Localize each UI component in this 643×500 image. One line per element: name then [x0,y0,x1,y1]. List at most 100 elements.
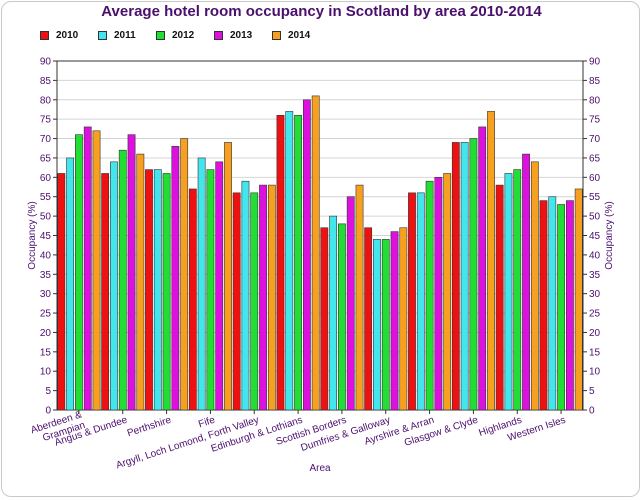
legend-swatch [272,30,281,40]
y-tick-label: 10 [40,367,52,378]
bar-2011 [197,157,206,411]
bar-2010 [320,227,329,411]
y-tick-label-right: 50 [589,212,601,223]
bar-2014 [136,153,145,411]
y-tick-label: 45 [40,231,52,242]
x-category-label-line: Fife [197,415,217,431]
legend-label: 2010 [56,29,79,41]
y-tick-label: 40 [40,250,52,261]
bar-2013 [171,146,180,411]
chart-title: Average hotel room occupancy in Scotland… [101,3,542,20]
bar-2013 [522,153,530,411]
y-tick-label-right: 60 [589,173,601,184]
bar-2013 [83,126,92,411]
legend-item-2014: 2014 [272,27,330,43]
legend-item-2013: 2013 [214,27,272,43]
y-tick-label: 20 [40,328,52,339]
chart-legend: 2010 2011 2012 2013 2014 [40,27,330,43]
bar-2014 [487,111,495,411]
bar-2014 [530,161,539,411]
bar-2012 [557,204,565,411]
bar-2014 [355,184,364,411]
y-tick-label-right: 55 [589,192,601,203]
y-tick-label-right: 40 [589,250,601,261]
bar-2010 [495,184,504,411]
bar-2010 [451,142,460,411]
y-tick-label-right: 30 [589,289,601,300]
bar-2012 [118,149,127,411]
y-tick-label-right: 25 [589,309,601,320]
bar-2011 [285,111,294,411]
bar-2012 [513,169,522,411]
bar-2010 [145,169,153,411]
bar-2013 [215,161,224,411]
bar-2012 [162,173,171,411]
x-axis-title: Area [309,463,331,474]
y-tick-label-right: 85 [589,76,601,87]
bar-2010 [188,188,197,411]
bar-2011 [460,142,469,411]
legend-label: 2011 [114,29,136,41]
bar-2014 [267,184,276,411]
bar-2012 [338,223,346,411]
y-tick-label-right: 20 [589,328,601,339]
legend-item-2012: 2012 [156,27,214,43]
bar-2011 [329,215,338,411]
y-tick-label: 75 [40,115,52,126]
bar-2010 [408,192,416,411]
y-tick-label: 50 [40,212,52,223]
y-tick-label: 85 [40,76,52,87]
y-tick-label: 15 [40,347,52,358]
y-tick-label: 30 [40,289,52,300]
y-tick-label-right: 80 [589,95,601,106]
bar-2013 [346,196,355,411]
bar-2011 [548,196,557,411]
bar-2014 [311,95,320,411]
y-tick-label: 80 [40,95,52,106]
y-tick-label-right: 70 [589,134,601,145]
y-tick-label-right: 15 [589,347,601,358]
bar-2014 [443,173,452,411]
legend-label: 2013 [230,29,253,41]
y-axis-title-right: Occupancy (%) [604,201,615,269]
bar-2010 [232,192,241,411]
bar-2011 [416,192,425,411]
bar-2012 [425,180,434,411]
bar-2012 [206,169,215,411]
bar-2013 [127,134,136,411]
bar-2014 [399,227,408,411]
y-tick-label-right: 0 [589,406,595,417]
legend-swatch [40,30,49,40]
bar-2011 [110,161,118,411]
y-axis-title: Occupancy (%) [27,201,38,269]
y-tick-label: 60 [40,173,52,184]
y-tick-label: 5 [45,386,51,397]
bar-2010 [539,200,548,411]
legend-label: 2014 [288,29,311,41]
bar-2014 [92,130,101,411]
y-tick-label-right: 10 [589,367,601,378]
y-tick-label-right: 35 [589,270,601,281]
legend-label: 2012 [172,29,195,41]
bar-2013 [565,200,574,411]
y-tick-label: 90 [40,57,52,68]
bar-2013 [259,184,267,411]
y-tick-label-right: 65 [589,153,601,164]
bar-2010 [364,227,373,411]
bar-2012 [294,114,302,411]
x-category-label: Perthshire [126,415,173,440]
y-tick-label: 0 [45,406,51,417]
bar-2010 [57,173,66,411]
y-tick-label: 25 [40,309,52,320]
bar-2012 [250,192,259,411]
y-tick-label-right: 75 [589,115,601,126]
y-tick-label: 70 [40,134,52,145]
legend-swatch [98,30,107,40]
bar-2012 [75,134,83,411]
y-tick-label-right: 90 [589,57,601,68]
x-category-label-line: Perthshire [126,415,173,440]
bar-2013 [434,177,443,411]
y-tick-label-right: 5 [589,386,595,397]
bar-2010 [276,114,285,411]
